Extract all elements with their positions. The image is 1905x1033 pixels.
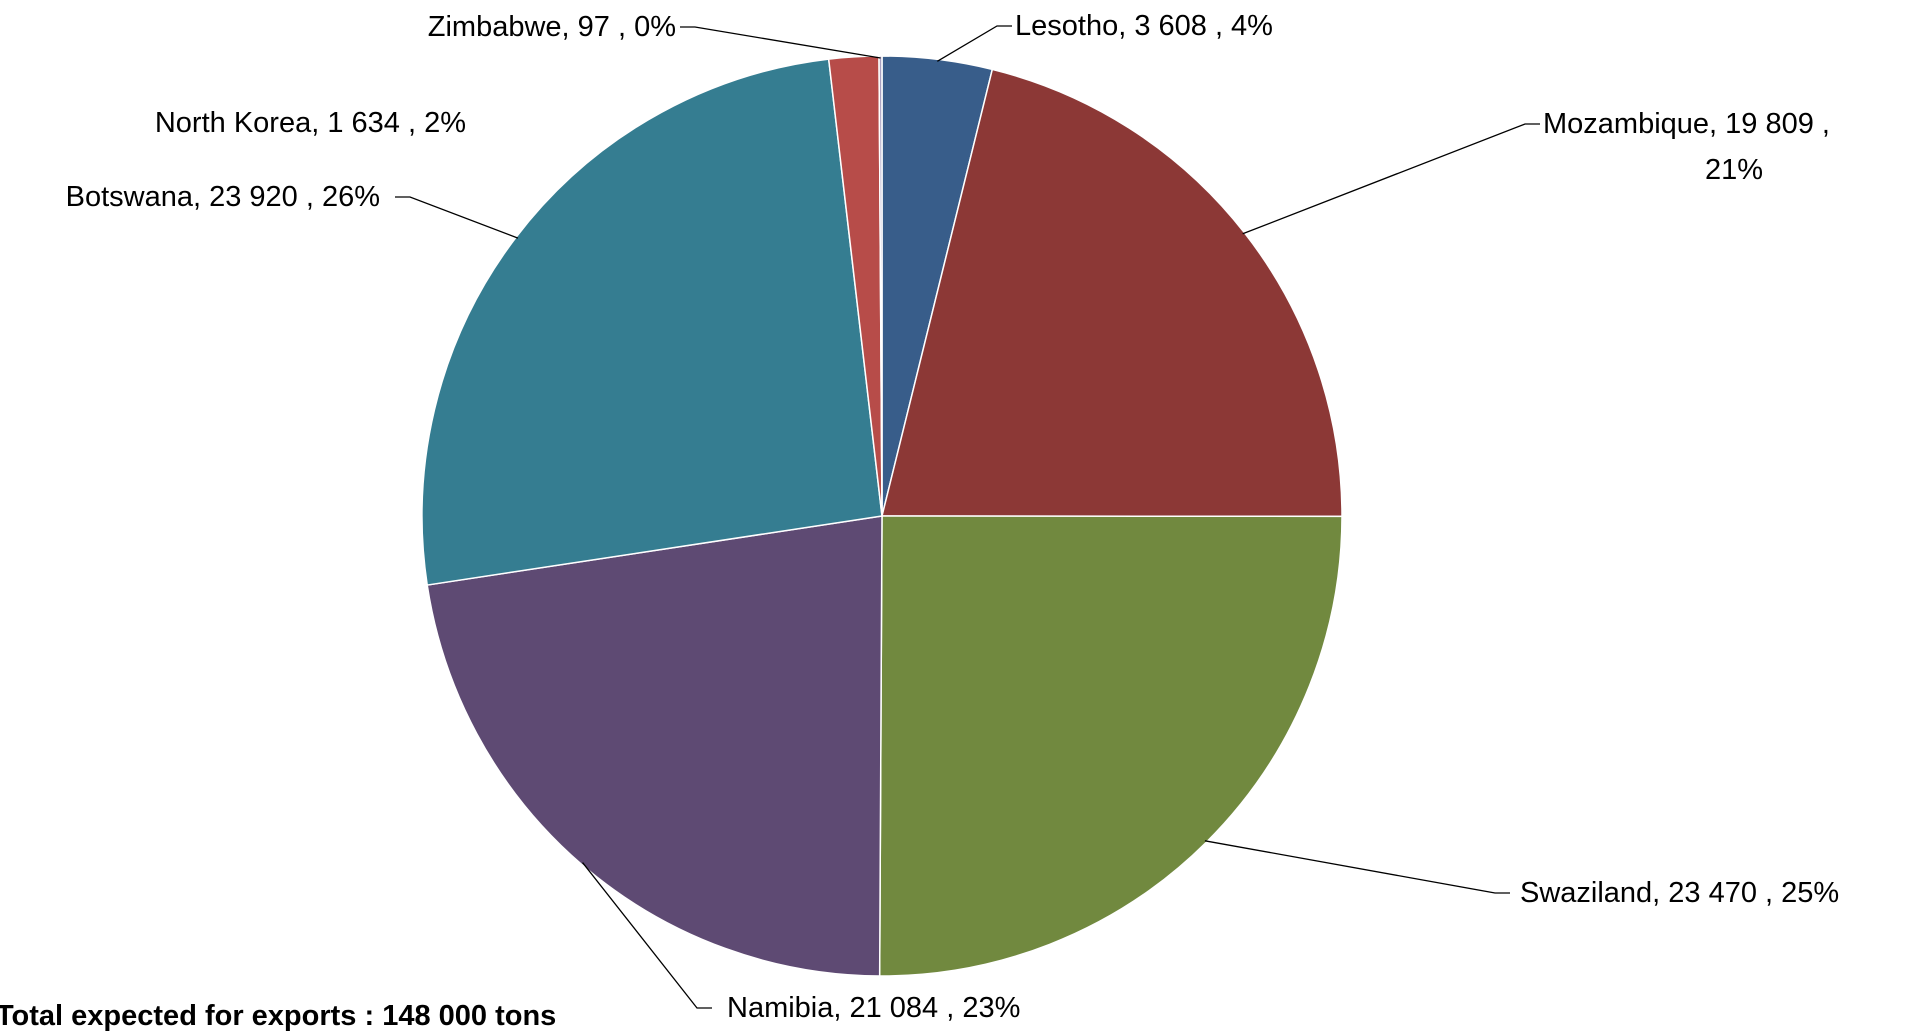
data-label-mozambique: Mozambique, 19 809 , 21%	[1543, 108, 1830, 186]
data-label-lesotho: Lesotho, 3 608 , 4%	[1015, 10, 1273, 42]
total-exports-footnote: Total expected for exports : 148 000 ton…	[0, 1000, 556, 1033]
pie-slice-botswana	[422, 59, 882, 585]
leader-line-zimbabwe	[680, 27, 881, 58]
data-label-swaziland: Swaziland, 23 470 , 25%	[1520, 877, 1839, 909]
data-label-north-korea: North Korea, 1 634 , 2%	[155, 107, 466, 139]
pie-slice-namibia	[427, 516, 882, 976]
leader-line-mozambique	[1243, 124, 1540, 234]
data-label-zimbabwe: Zimbabwe, 97 , 0%	[428, 11, 676, 43]
data-label-namibia: Namibia, 21 084 , 23%	[727, 992, 1020, 1021]
leader-line-botswana	[395, 197, 518, 238]
pie-slice-swaziland	[880, 516, 1342, 976]
data-label-botswana: Botswana, 23 920 , 26%	[66, 181, 380, 213]
leader-line-lesotho	[937, 26, 1012, 61]
leader-line-swaziland	[1205, 841, 1510, 893]
